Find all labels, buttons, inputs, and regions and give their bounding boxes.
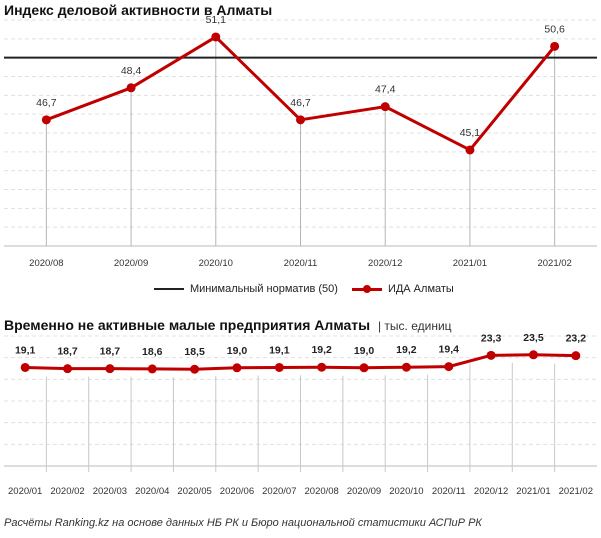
chart1-legend: Минимальный норматив (50) ИДА Алматы bbox=[154, 283, 468, 295]
x-tick-label: 2020/03 bbox=[93, 486, 127, 497]
x-tick-label: 2020/02 bbox=[50, 486, 84, 497]
data-point bbox=[486, 350, 496, 360]
x-tick-label: 2020/08 bbox=[29, 258, 63, 269]
source-note: Расчёты Ranking.kz на основе данных НБ Р… bbox=[4, 517, 482, 529]
data-label: 19,1 bbox=[15, 344, 36, 356]
data-point bbox=[105, 364, 115, 374]
data-label: 19,2 bbox=[311, 344, 332, 356]
data-label: 19,2 bbox=[396, 344, 417, 356]
data-label: 46,7 bbox=[36, 97, 57, 109]
legend-item-threshold: Минимальный норматив (50) bbox=[154, 283, 338, 295]
data-label: 23,5 bbox=[523, 332, 544, 344]
data-point bbox=[211, 32, 221, 42]
series-swatch bbox=[351, 284, 382, 293]
data-label: 19,0 bbox=[227, 345, 248, 357]
chart2-subtitle: | тыс. единиц bbox=[377, 319, 452, 333]
x-tick-label: 2020/11 bbox=[432, 486, 466, 497]
chart2-title: Временно не активные малые предприятия А… bbox=[4, 317, 452, 333]
data-label: 51,1 bbox=[206, 14, 227, 26]
x-tick-label: 2020/10 bbox=[389, 486, 423, 497]
x-tick-label: 2020/12 bbox=[474, 486, 508, 497]
data-label: 50,6 bbox=[544, 23, 565, 35]
x-tick-label: 2020/05 bbox=[177, 486, 211, 497]
legend-item-series: ИДА Алматы bbox=[351, 283, 454, 295]
data-point bbox=[147, 364, 157, 374]
data-point bbox=[317, 362, 327, 372]
data-label: 18,6 bbox=[142, 346, 163, 358]
x-tick-label: 2020/06 bbox=[220, 486, 254, 497]
chart1-title: Индекс деловой активности в Алматы bbox=[4, 2, 272, 18]
data-label: 19,1 bbox=[269, 344, 290, 356]
data-point bbox=[444, 362, 454, 372]
data-point bbox=[232, 363, 242, 373]
data-point bbox=[359, 363, 369, 373]
data-label: 18,5 bbox=[184, 346, 205, 358]
data-point bbox=[571, 351, 581, 361]
data-label: 19,0 bbox=[354, 345, 375, 357]
data-label: 48,4 bbox=[121, 65, 142, 77]
x-tick-label: 2020/04 bbox=[135, 486, 169, 497]
data-label: 23,3 bbox=[481, 332, 502, 344]
data-label: 23,2 bbox=[566, 333, 587, 345]
x-tick-label: 2021/02 bbox=[537, 258, 571, 269]
inactive-enterprises-chart: 19,1 18,7 18,7 18,6 18,5 19,0 19,1 19,2 19,0 19,2… bbox=[4, 332, 597, 497]
series-line bbox=[25, 353, 576, 371]
x-tick-label: 2020/08 bbox=[305, 486, 339, 497]
data-point bbox=[126, 83, 136, 93]
data-label: 18,7 bbox=[57, 346, 78, 358]
data-point bbox=[401, 362, 411, 372]
data-point bbox=[380, 102, 390, 112]
x-tick-label: 2021/02 bbox=[559, 486, 593, 497]
data-point bbox=[190, 364, 200, 374]
legend-series-label: ИДА Алматы bbox=[387, 283, 454, 295]
x-tick-label: 2020/10 bbox=[199, 258, 233, 269]
data-point bbox=[20, 362, 30, 372]
x-tick-label: 2020/09 bbox=[347, 486, 381, 497]
data-point bbox=[63, 364, 73, 374]
x-tick-label: 2020/11 bbox=[284, 258, 318, 269]
x-tick-label: 2020/01 bbox=[8, 486, 42, 497]
x-tick-label: 2021/01 bbox=[453, 258, 487, 269]
data-point bbox=[528, 350, 538, 360]
data-label: 46,7 bbox=[290, 97, 311, 109]
data-point bbox=[274, 362, 284, 372]
data-label: 18,7 bbox=[100, 346, 121, 358]
threshold-swatch bbox=[154, 288, 184, 290]
x-tick-label: 2020/07 bbox=[262, 486, 296, 497]
activity-index-chart: 46,7 48,4 51,1 46,7 47,4 45,1 50,6 2020/08 2020/… bbox=[4, 14, 597, 269]
data-point bbox=[465, 145, 475, 155]
x-tick-label: 2020/09 bbox=[114, 258, 148, 269]
data-point bbox=[550, 41, 560, 51]
chart2-title-text: Временно не активные малые предприятия А… bbox=[4, 317, 371, 333]
data-label: 19,4 bbox=[439, 344, 460, 356]
x-tick-label: 2021/01 bbox=[516, 486, 550, 497]
x-tick-label: 2020/12 bbox=[368, 258, 402, 269]
data-label: 47,4 bbox=[375, 84, 396, 96]
chart1-title-text: Индекс деловой активности в Алматы bbox=[4, 2, 273, 18]
data-label: 45,1 bbox=[460, 127, 481, 139]
legend-threshold-label: Минимальный норматив (50) bbox=[190, 283, 338, 295]
data-point bbox=[41, 115, 51, 125]
data-point bbox=[296, 115, 305, 125]
